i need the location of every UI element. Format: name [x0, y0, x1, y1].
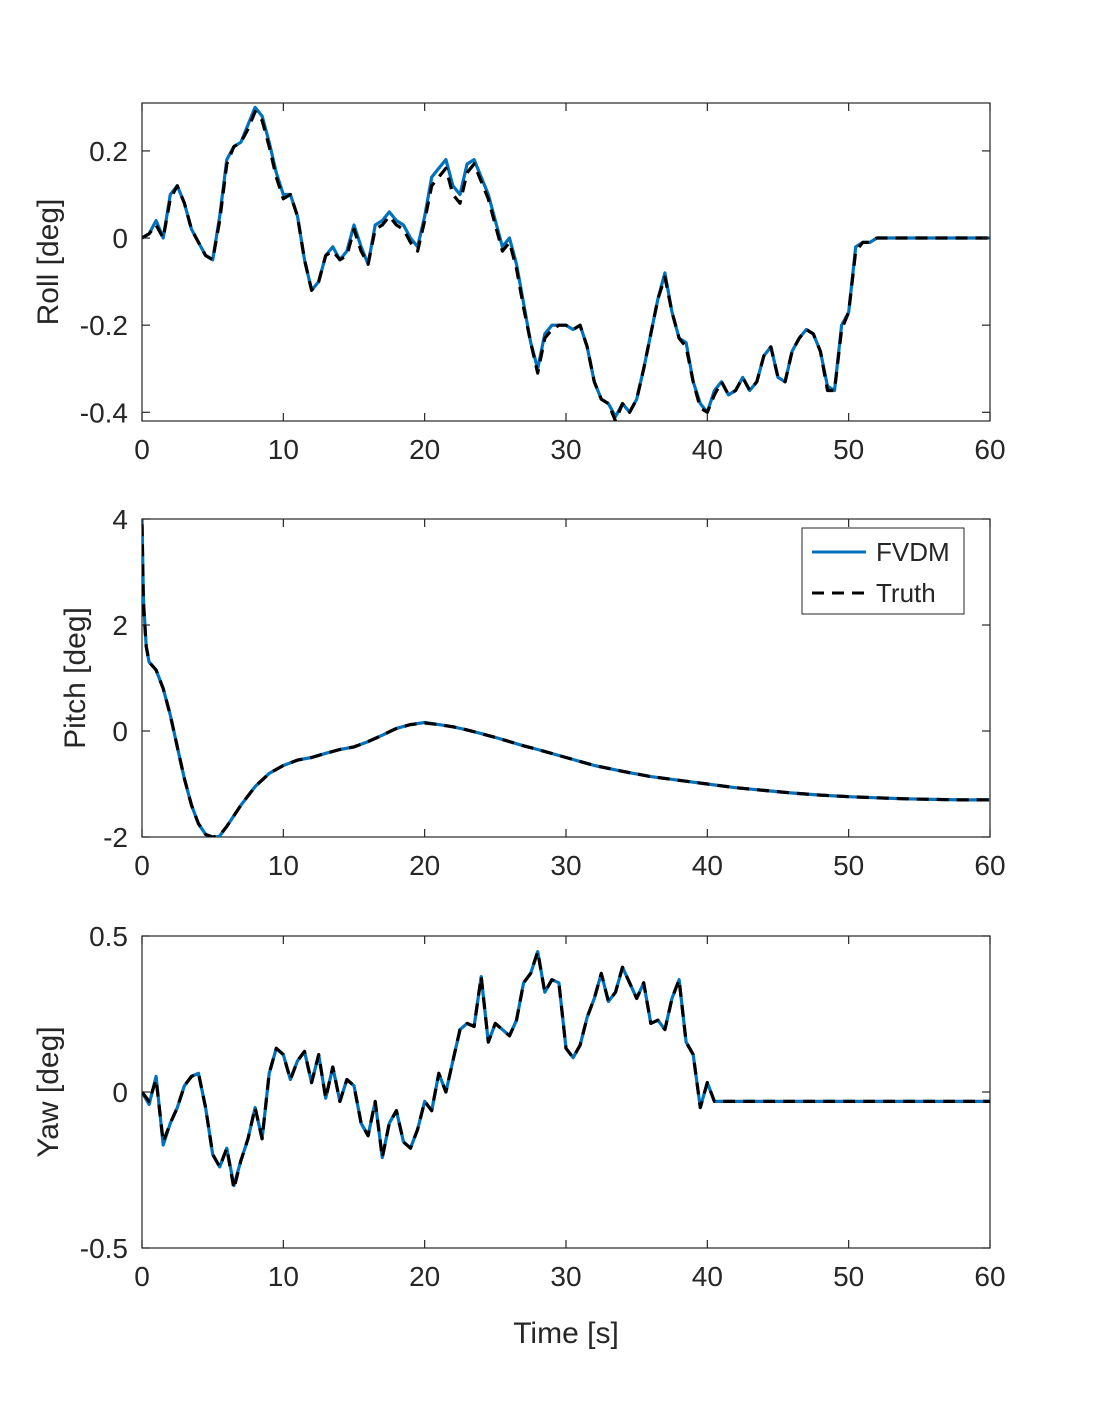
pitch-xtick-label: 40	[692, 850, 723, 881]
pitch-ytick-label: 0	[112, 716, 128, 747]
roll-ytick-label: 0	[112, 223, 128, 254]
pitch-ytick-label: 4	[112, 504, 128, 535]
roll-xtick-label: 30	[550, 434, 581, 465]
pitch-xtick-label: 30	[550, 850, 581, 881]
pitch-xtick-label: 60	[974, 850, 1005, 881]
yaw-xtick-label: 20	[409, 1261, 440, 1292]
yaw-series-truth-line	[142, 949, 990, 1191]
pitch-xtick-label: 10	[268, 850, 299, 881]
pitch-ylabel: Pitch [deg]	[59, 607, 92, 749]
yaw-ytick-label: 0.5	[89, 921, 128, 952]
yaw-xtick-label: 40	[692, 1261, 723, 1292]
legend-box	[801, 527, 965, 615]
roll-ylabel: Roll [deg]	[32, 199, 65, 326]
yaw-ylabel: Yaw [deg]	[32, 1026, 65, 1157]
roll-xtick-label: 50	[833, 434, 864, 465]
yaw-xtick-label: 10	[268, 1261, 299, 1292]
x-axis-label: Time [s]	[513, 1317, 619, 1350]
roll-xtick-label: 40	[692, 434, 723, 465]
yaw-xtick-label: 60	[974, 1261, 1005, 1292]
pitch-ytick-label: -2	[103, 822, 128, 853]
yaw-ytick-label: -0.5	[80, 1233, 128, 1264]
yaw-ytick-label: 0	[112, 1077, 128, 1108]
yaw-xtick-label: 50	[833, 1261, 864, 1292]
roll-xtick-label: 0	[134, 434, 150, 465]
legend-truth-label: Truth	[876, 578, 936, 608]
roll-xtick-label: 20	[409, 434, 440, 465]
pitch-series-truth-line	[142, 524, 990, 837]
roll-plot-area: 0 10 20 30 40 50 60 -0.4 -0.2 0 0.2	[80, 103, 1006, 465]
pitch-ytick-label: 2	[112, 610, 128, 641]
roll-axes-box	[141, 102, 991, 422]
roll-series-truth-line	[142, 110, 990, 421]
yaw-axes-box	[141, 935, 991, 1249]
pitch-xtick-label: 0	[134, 850, 150, 881]
roll-ytick-label: 0.2	[89, 136, 128, 167]
yaw-xtick-label: 30	[550, 1261, 581, 1292]
pitch-xtick-label: 50	[833, 850, 864, 881]
legend-fvdm-label: FVDM	[876, 537, 950, 567]
roll-ytick-label: -0.4	[80, 397, 128, 428]
yaw-panel: 0 10 20 30 40 50 60-0.500.5 Yaw [deg]	[32, 921, 1006, 1292]
yaw-plot-area: 0 10 20 30 40 50 60-0.500.5	[80, 921, 1006, 1292]
roll-xtick-label: 10	[268, 434, 299, 465]
legend: FVDM Truth	[801, 527, 965, 615]
roll-ytick-label: -0.2	[80, 310, 128, 341]
yaw-xtick-label: 0	[134, 1261, 150, 1292]
roll-panel: 0 10 20 30 40 50 60 -0.4 -0.2 0 0.2 Roll [deg]	[32, 102, 1006, 465]
roll-xtick-label: 60	[974, 434, 1005, 465]
pitch-xtick-label: 20	[409, 850, 440, 881]
